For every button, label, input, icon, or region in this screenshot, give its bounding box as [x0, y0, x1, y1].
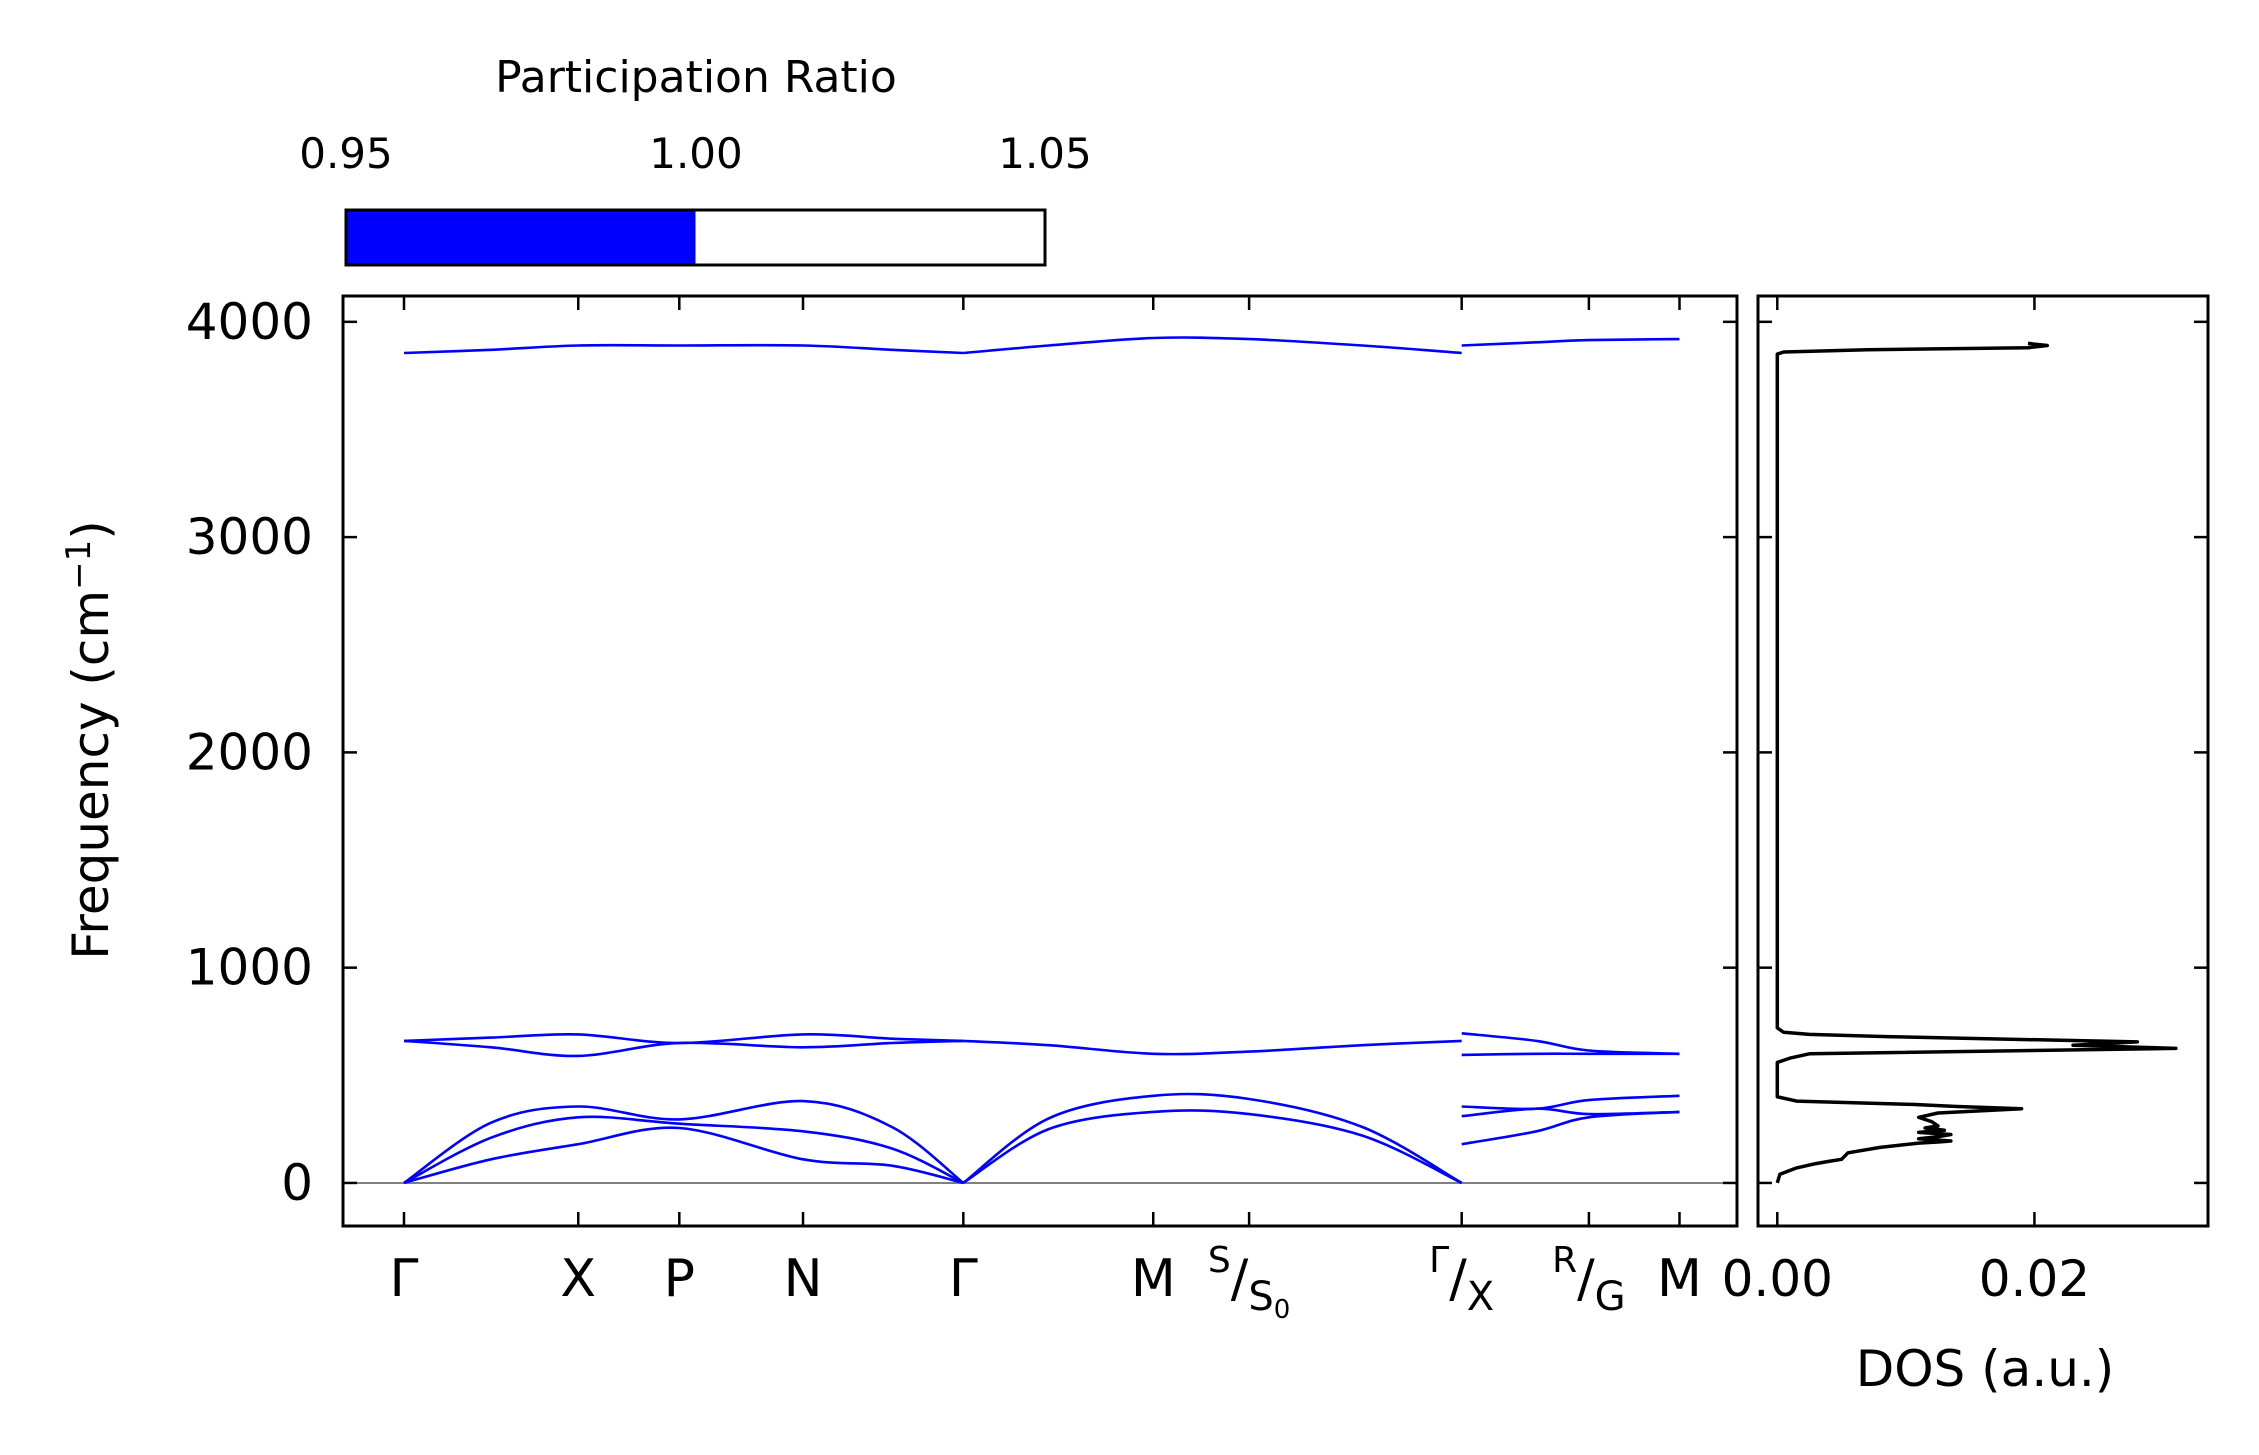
band-line-1-4 — [403, 1099, 965, 1184]
kpath-label: Γ/X — [1429, 1240, 1494, 1320]
colorbar-fill — [346, 210, 696, 265]
band-x-ticks: Γ X P N Γ M S/S0Γ/XR/G M — [389, 296, 1702, 1325]
y-tick-label: 2000 — [186, 723, 313, 781]
kpath-label: S/S0 — [1208, 1240, 1290, 1325]
colorbar-tick-label-1: 1.00 — [649, 129, 743, 178]
kpath-label: X — [560, 1249, 596, 1309]
kpath-label: R/G — [1552, 1240, 1626, 1320]
dos-x-tick-label: 0.02 — [1979, 1250, 2090, 1308]
dos-x-axis-label: DOS (a.u.) — [1856, 1340, 2115, 1398]
band-lines — [403, 336, 1680, 1185]
y-tick-label: 3000 — [186, 508, 313, 566]
kpath-label: M — [1131, 1249, 1176, 1309]
kpath-label-slash: / — [1577, 1249, 1595, 1309]
band-y-ticks: 0 1000 2000 3000 4000 — [186, 293, 1737, 1212]
y-tick-label: 1000 — [186, 939, 313, 997]
dos-panel: 0.00 0.02 DOS (a.u.) — [1722, 294, 2210, 1398]
y-axis-label-main: Frequency (cm — [62, 590, 120, 960]
band-line-2-4 — [962, 1109, 1463, 1185]
kpath-label: M — [1657, 1249, 1702, 1309]
kpath-label: Γ — [389, 1249, 418, 1309]
kpath-label: N — [784, 1249, 823, 1309]
y-tick-label: 0 — [281, 1154, 313, 1212]
kpath-label-sub: 0 — [1274, 1295, 1291, 1325]
y-axis-label-sup: −1 — [59, 540, 99, 590]
band-line-3-4 — [1461, 1094, 1680, 1111]
band-line-1-6 — [403, 1126, 964, 1185]
band-line-1-3 — [403, 1039, 964, 1058]
band-structure-frame — [341, 294, 1739, 1228]
band-line-1-1 — [403, 343, 964, 355]
band-line-2-3 — [962, 1092, 1463, 1185]
y-axis-label-close: ) — [62, 520, 120, 540]
band-line-3-1 — [1461, 337, 1680, 347]
band-line-3-3 — [1461, 1052, 1680, 1057]
colorbar-tick-label-2: 1.05 — [998, 129, 1092, 178]
band-line-1-5 — [403, 1115, 964, 1185]
kpath-label-slash: / — [1231, 1249, 1249, 1309]
band-line-2-1 — [963, 336, 1462, 355]
y-axis-label: Frequency (cm−1) — [59, 520, 120, 960]
kpath-label-main: X — [1467, 1274, 1494, 1320]
kpath-label-main: S — [1248, 1274, 1273, 1320]
kpath-label-main: G — [1595, 1274, 1626, 1320]
kpath-label-sup: Γ — [1429, 1240, 1449, 1281]
kpath-label: Γ — [949, 1249, 978, 1309]
kpath-label: P — [664, 1249, 695, 1309]
dos-curve — [1775, 341, 2178, 1184]
kpath-label-sup: S — [1208, 1240, 1231, 1281]
y-tick-label: 4000 — [186, 293, 313, 351]
kpath-label-slash: / — [1449, 1249, 1467, 1309]
dos-ticks: 0.00 0.02 — [1722, 296, 2208, 1308]
kpath-label-sup: R — [1552, 1240, 1577, 1281]
colorbar-title: Participation Ratio — [495, 52, 897, 103]
dos-x-tick-label: 0.00 — [1722, 1250, 1833, 1308]
band-line-3-2 — [1461, 1032, 1680, 1056]
dos-frame — [1756, 294, 2210, 1228]
band-line-2-2 — [963, 1039, 1462, 1056]
colorbar-tick-label-0: 0.95 — [299, 129, 393, 178]
colorbar: Participation Ratio 0.95 1.00 1.05 — [299, 52, 1092, 267]
band-line-3-6 — [1461, 1110, 1680, 1146]
colorbar-frame — [344, 208, 1047, 267]
